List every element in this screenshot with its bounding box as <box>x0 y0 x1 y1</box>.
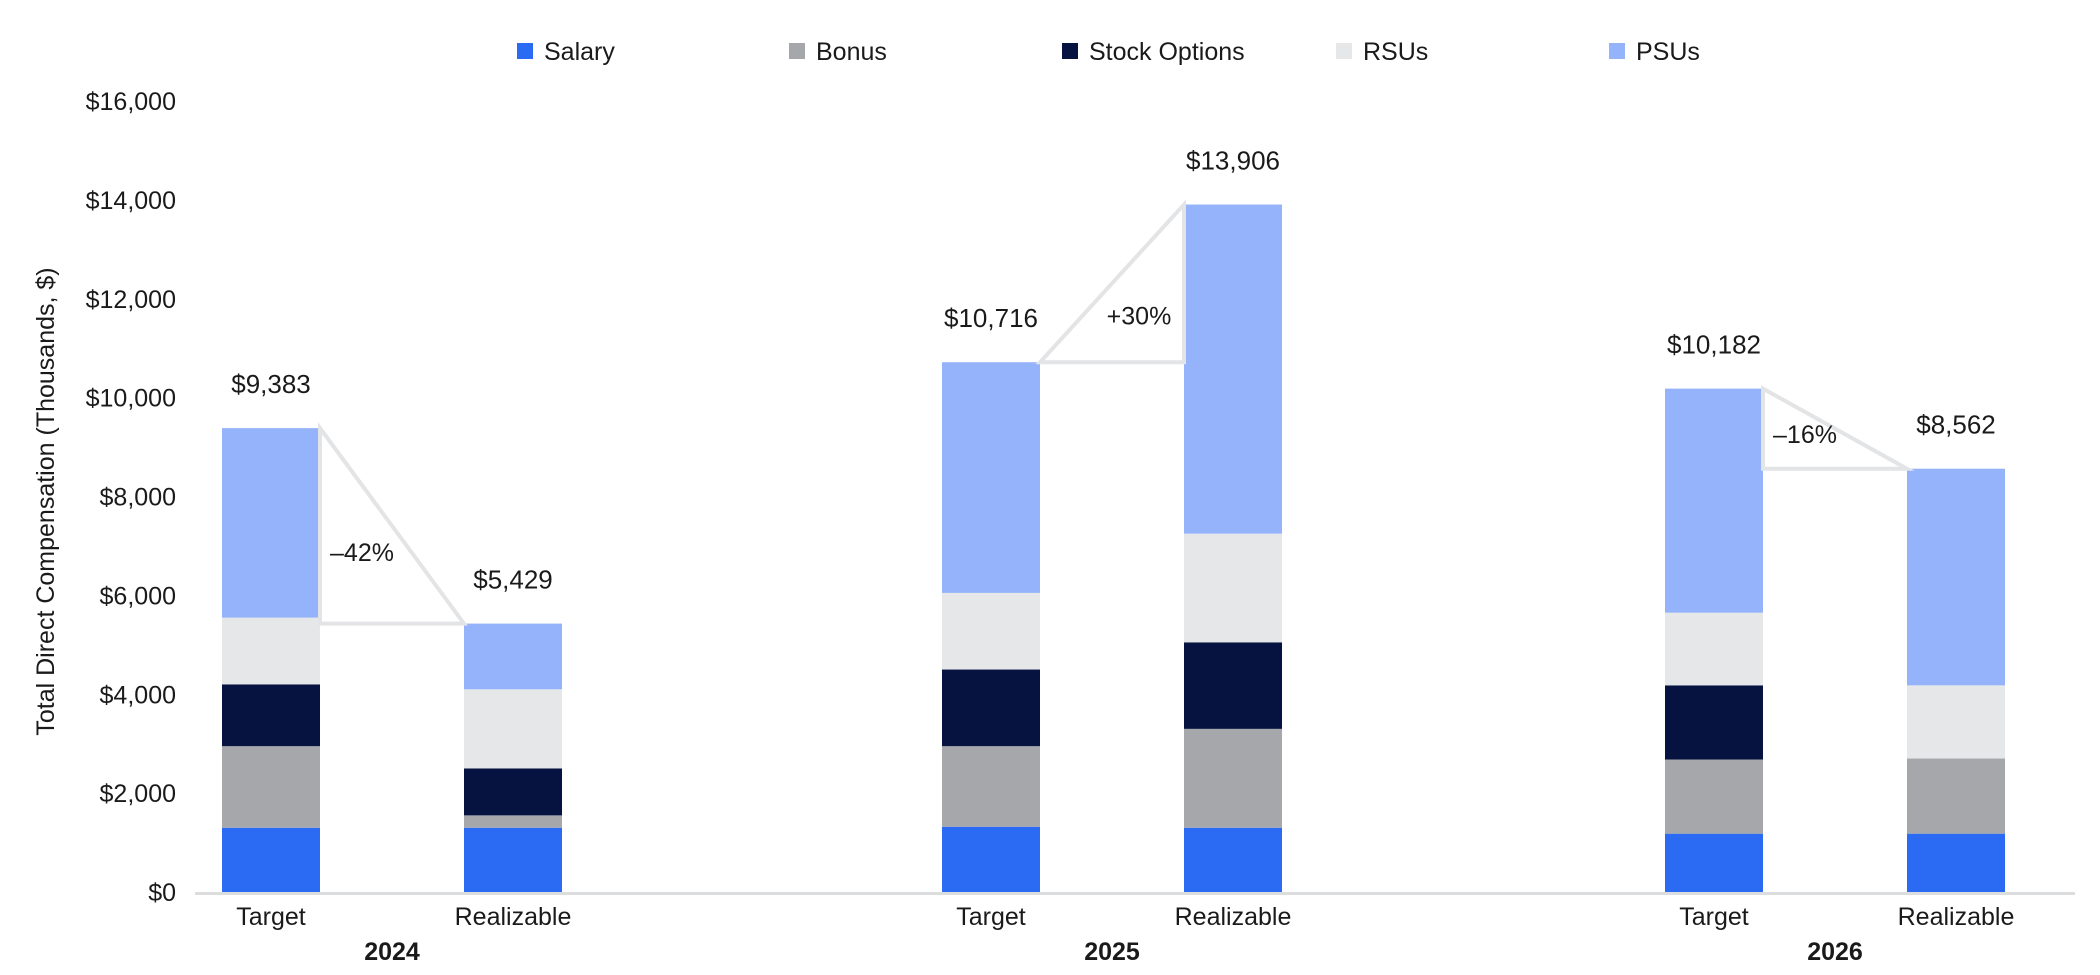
legend-label: RSUs <box>1363 38 1428 66</box>
bar-total-label: $8,562 <box>1916 410 1996 440</box>
legend-swatch-psus <box>1609 43 1625 59</box>
bar-segment-bonus <box>942 746 1040 827</box>
change-connector <box>1035 199 1186 365</box>
legend-label: Bonus <box>816 38 887 66</box>
y-tick-label: $4,000 <box>100 681 176 709</box>
bar-segment-rsus <box>1665 612 1763 686</box>
bar-segment-rsus <box>1907 685 2005 759</box>
bar-segment-rsus <box>942 592 1040 670</box>
bar-segment-salary <box>222 827 320 892</box>
group-year-label: 2024 <box>364 938 420 966</box>
bar-segment-bonus <box>1907 758 2005 834</box>
legend-swatch-bonus <box>789 43 805 59</box>
y-tick-label: $10,000 <box>86 385 176 413</box>
legend-label: Salary <box>544 38 615 66</box>
y-tick-label: $6,000 <box>100 582 176 610</box>
y-tick-label: $14,000 <box>86 187 176 215</box>
bar-segment-bonus <box>1665 759 1763 834</box>
bar-category-label: Target <box>1679 903 1749 931</box>
bar-segment-salary <box>942 826 1040 892</box>
bar-segment-stock-options <box>942 669 1040 747</box>
bar-segment-stock-options <box>1665 685 1763 760</box>
bar-segment-stock-options <box>222 684 320 747</box>
bar-category-label: Target <box>956 903 1026 931</box>
y-tick-label: $0 <box>148 879 176 907</box>
bar-total-label: $10,716 <box>944 303 1038 333</box>
group-year-label: 2025 <box>1084 938 1140 966</box>
y-tick-label: $2,000 <box>100 780 176 808</box>
y-tick-label: $12,000 <box>86 286 176 314</box>
bar-segment-rsus <box>222 617 320 685</box>
bar-segment-psus <box>464 623 562 690</box>
bar-segment-psus <box>222 428 320 618</box>
bar-segment-bonus <box>464 815 562 828</box>
bar-segment-psus <box>1665 388 1763 613</box>
bar-total-label: $5,429 <box>473 565 553 595</box>
legend-swatch-salary <box>517 43 533 59</box>
y-tick-label: $16,000 <box>86 88 176 116</box>
legend-swatch-stock-options <box>1062 43 1078 59</box>
bar-segment-stock-options <box>1184 642 1282 729</box>
bar-total-label: $13,906 <box>1186 146 1280 176</box>
change-percent-label: –42% <box>330 539 394 567</box>
legend-label: Stock Options <box>1089 38 1245 66</box>
change-connector <box>1761 385 1915 471</box>
bar-segment-psus <box>1184 204 1282 534</box>
change-percent-label: –16% <box>1773 421 1837 449</box>
legend-label: PSUs <box>1636 38 1700 66</box>
bar-total-label: $9,383 <box>231 369 311 399</box>
bar-segment-salary <box>464 827 562 892</box>
bar-segment-psus <box>1907 468 2005 686</box>
bar-category-label: Target <box>236 903 306 931</box>
y-tick-label: $8,000 <box>100 484 176 512</box>
bar-segment-psus <box>942 362 1040 593</box>
bar-segment-rsus <box>464 689 562 769</box>
bar-category-label: Realizable <box>1898 903 2015 931</box>
bar-total-label: $10,182 <box>1667 330 1761 360</box>
bar-segment-salary <box>1907 833 2005 892</box>
bar-segment-bonus <box>1184 728 1282 828</box>
bar-segment-stock-options <box>464 768 562 816</box>
change-connector <box>318 422 468 626</box>
bar-segment-bonus <box>222 746 320 828</box>
bar-segment-rsus <box>1184 533 1282 643</box>
y-axis-title: Total Direct Compensation (Thousands, $) <box>32 267 60 735</box>
legend-swatch-rsus <box>1336 43 1352 59</box>
bar-segment-salary <box>1665 833 1763 892</box>
bar-category-label: Realizable <box>1175 903 1292 931</box>
bar-category-label: Realizable <box>455 903 572 931</box>
bar-segment-salary <box>1184 827 1282 892</box>
group-year-label: 2026 <box>1807 938 1863 966</box>
change-percent-label: +30% <box>1107 302 1172 330</box>
